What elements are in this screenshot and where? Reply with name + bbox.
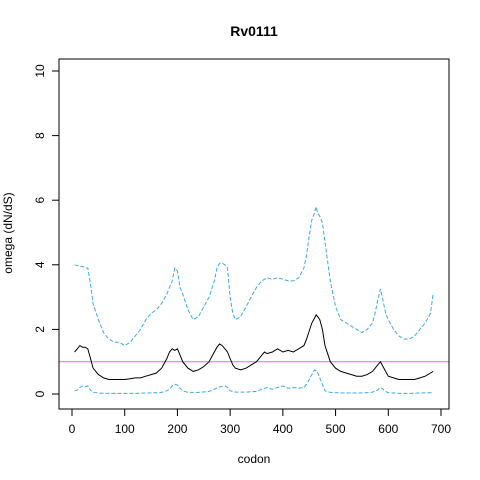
y-tick-label: 4	[33, 261, 47, 268]
x-tick-label: 300	[220, 422, 240, 436]
y-axis-label: omega (dN/dS)	[1, 192, 15, 273]
chart-title: Rv0111	[230, 23, 278, 39]
x-tick-label: 700	[431, 422, 451, 436]
y-tick-label: 2	[33, 326, 47, 333]
y-tick-label: 0	[33, 390, 47, 397]
x-tick-label: 400	[273, 422, 293, 436]
x-axis: 0 100 200 300 400 500 600 700	[69, 408, 451, 436]
series-line-lower	[74, 369, 434, 394]
x-tick-label: 600	[378, 422, 398, 436]
y-tick-label: 6	[33, 197, 47, 204]
series-line-mean	[74, 314, 434, 380]
plot-frame	[58, 58, 450, 410]
y-axis: 0 2 4 6 8 10	[33, 64, 60, 397]
series-line-upper	[74, 206, 434, 347]
x-axis-label: codon	[238, 452, 271, 466]
x-tick-label: 100	[115, 422, 135, 436]
x-tick-label: 200	[167, 422, 187, 436]
y-tick-label: 8	[33, 132, 47, 139]
plot-area	[59, 206, 449, 394]
x-tick-label: 0	[69, 422, 76, 436]
x-tick-label: 500	[326, 422, 346, 436]
y-tick-label: 10	[33, 64, 47, 78]
